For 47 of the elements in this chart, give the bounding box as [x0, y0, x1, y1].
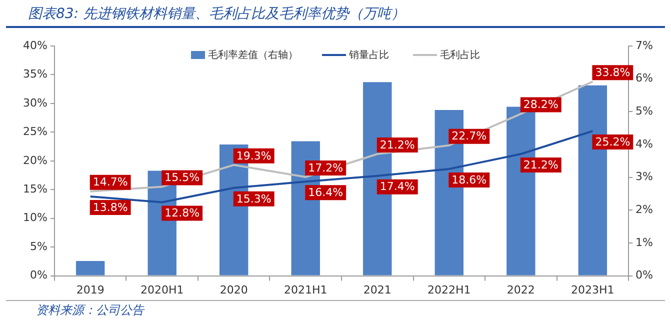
y-tick-label: 35% [22, 68, 48, 81]
y2-tick-label: 7% [636, 38, 653, 52]
y2-tick-label: 1% [636, 236, 653, 249]
y-tick-label: 20% [22, 154, 48, 167]
x-tick-label: 2021 [363, 283, 392, 296]
y2-tick-label: 2% [636, 203, 653, 216]
y2-tick-label: 5% [636, 104, 653, 118]
data-label: 15.3% [236, 192, 272, 206]
y2-tick-label: 0% [636, 268, 653, 282]
x-tick-label: 2020 [220, 283, 248, 296]
y-tick-label: 30% [22, 96, 48, 110]
x-tick-label: 2022H1 [428, 283, 471, 296]
y-tick-label: 0% [30, 268, 48, 282]
data-label: 13.8% [92, 200, 128, 214]
text: 资料来源：公司公告 [6, 300, 665, 319]
data-label: 14.7% [92, 176, 128, 189]
y2-tick-label: 3% [636, 170, 653, 184]
legend-label: 销量占比 [348, 48, 389, 62]
data-label: 19.3% [236, 149, 272, 162]
y2-tick-label: 4% [636, 137, 653, 150]
data-label: 12.8% [164, 206, 200, 220]
x-tick-label: 2023H1 [571, 283, 614, 296]
data-label: 33.8% [595, 66, 630, 79]
data-label: 16.4% [308, 186, 344, 199]
data-label: 22.7% [452, 130, 487, 143]
y-tick-label: 15% [22, 182, 48, 196]
x-tick-label: 2020H1 [140, 283, 184, 296]
data-label: 18.6% [452, 173, 487, 186]
y-tick-label: 25% [22, 125, 48, 138]
data-label: 21.2% [380, 138, 415, 152]
bar [76, 261, 105, 276]
x-tick-label: 2021H1 [284, 283, 328, 296]
data-label: 17.2% [308, 161, 344, 174]
y-tick-label: 40% [22, 38, 48, 52]
data-label: 15.5% [164, 171, 200, 184]
data-label: 17.4% [380, 180, 415, 194]
data-label: 28.2% [523, 98, 558, 112]
y-tick-label: 5% [30, 240, 48, 253]
legend-label: 毛利占比 [439, 48, 480, 62]
data-label: 25.2% [595, 135, 630, 148]
y-tick-label: 10% [22, 211, 48, 224]
data-label: 21.2% [523, 158, 558, 172]
chart-title: 图表83: 先进钢铁材料销量、毛利占比及毛利率优势（万吨） [6, 0, 665, 28]
x-tick-label: 2019 [76, 283, 104, 296]
x-tick-label: 2022 [506, 283, 535, 296]
legend-label: 毛利率差值（右轴） [207, 48, 298, 62]
y2-tick-label: 6% [636, 72, 653, 85]
